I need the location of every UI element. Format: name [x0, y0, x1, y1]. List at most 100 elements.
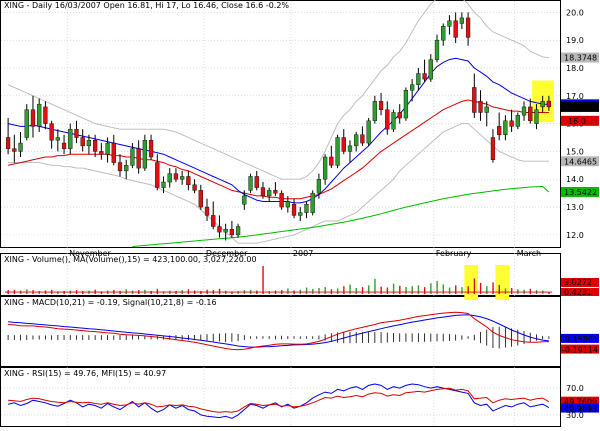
volume-bar — [486, 286, 488, 294]
volume-bar — [498, 284, 500, 294]
volume-bar — [411, 286, 413, 294]
price-tick-label: 20.0 — [566, 8, 584, 17]
candle-body — [422, 73, 427, 80]
volume-bar — [57, 291, 59, 294]
volume-panel-title: XING - Volume(), MA(Volume(),15) = 423,1… — [4, 255, 257, 264]
volume-bar — [455, 285, 457, 294]
candle-body — [130, 148, 135, 166]
volume-bar — [461, 287, 463, 294]
rsi-line — [8, 387, 550, 413]
candle-body — [192, 184, 197, 191]
candle-body — [142, 140, 147, 169]
volume-bar — [237, 290, 239, 294]
macd-value-box — [561, 333, 599, 343]
price-panel-title: XING - Daily 16/03/2007 Open 16.81, Hi 1… — [4, 1, 289, 10]
date-label: February — [436, 249, 472, 258]
candle-body — [347, 145, 353, 152]
candle-body — [80, 137, 85, 147]
volume-bar — [504, 288, 507, 294]
price-tick-label: 18.0 — [566, 64, 584, 73]
price-indicator-lines — [7, 0, 550, 248]
candle-body — [372, 101, 377, 122]
candle-body — [378, 101, 384, 110]
volume-bar — [312, 288, 314, 294]
candle-body — [124, 165, 129, 172]
candle-body — [105, 142, 110, 155]
macd-value-label: -0.15891 — [562, 335, 598, 344]
macd-value-label: -0.19114 — [562, 346, 598, 355]
price-value-label: 14.6465 — [564, 157, 597, 166]
candle-body — [86, 140, 92, 147]
volume-bar — [529, 288, 532, 294]
candle-body — [229, 229, 235, 236]
ma-red-line — [7, 99, 549, 200]
ma-blue-line — [7, 57, 549, 204]
rsi-tick-label: 70.0 — [566, 384, 584, 393]
candle-body — [497, 126, 502, 135]
candle-body — [391, 112, 396, 130]
candle-body — [478, 101, 483, 113]
ma-red-value-box — [561, 115, 599, 126]
volume-bar — [392, 283, 395, 294]
bollinger-upper-line — [7, 0, 549, 180]
rsi-value-box — [561, 396, 599, 406]
candle-body — [267, 190, 272, 197]
price-value-box — [561, 186, 599, 197]
candle-body — [528, 106, 533, 122]
bollinger-lower-line — [8, 123, 549, 244]
volume-bar — [517, 289, 519, 294]
candle-body — [198, 190, 203, 208]
candle-body — [117, 162, 123, 172]
price-value-box — [561, 156, 599, 167]
volume-value-label: 0.4231 — [564, 288, 592, 297]
candle-body — [291, 204, 297, 216]
candle-body — [416, 73, 421, 85]
volume-bar — [100, 291, 103, 294]
volume-bar — [26, 289, 28, 294]
candle-body — [447, 20, 452, 27]
candle-body — [242, 195, 247, 205]
candle-body — [30, 109, 36, 127]
candle-body — [173, 173, 179, 180]
volume-highlight-box — [464, 265, 479, 300]
volume-bar — [150, 290, 152, 294]
date-label: November — [69, 249, 111, 258]
price-value-label: 18.3748 — [564, 54, 597, 63]
candle-body — [24, 109, 29, 138]
candle-body — [285, 201, 290, 208]
candlesticks — [5, 12, 552, 241]
price-value-box — [561, 52, 599, 63]
candle-body — [204, 206, 210, 216]
ma-long-line — [132, 185, 550, 248]
volume-bar — [200, 290, 202, 294]
price-tick-label: 17.0 — [566, 92, 584, 101]
candle-body — [428, 59, 433, 80]
candle-body — [335, 137, 340, 166]
volume-bar — [510, 287, 513, 294]
candle-body — [273, 190, 278, 194]
rsi-lines — [1, 383, 560, 419]
candle-body — [472, 87, 477, 113]
rsi-value-label: 49.7609 — [564, 398, 597, 407]
volume-value-label: 3.0272 — [564, 278, 592, 287]
volume-bar — [336, 288, 339, 294]
candle-body — [515, 115, 520, 127]
candle-body — [484, 106, 489, 113]
candle-body — [521, 106, 527, 116]
volume-bar — [405, 287, 407, 294]
price-panel-frame — [0, 0, 561, 248]
candle-body — [260, 187, 266, 197]
volume-bar — [430, 283, 432, 294]
candle-body — [111, 142, 116, 163]
volume-bar — [63, 290, 65, 294]
candle-body — [410, 84, 415, 91]
candle-body — [43, 106, 48, 124]
ma-red-value-label: 16.0 — [568, 117, 586, 126]
candle-body — [279, 192, 284, 208]
candle-body — [167, 173, 172, 183]
candle-body — [155, 162, 160, 188]
volume-bar — [448, 287, 451, 294]
candle-body — [55, 137, 60, 141]
candle-body — [397, 112, 402, 119]
